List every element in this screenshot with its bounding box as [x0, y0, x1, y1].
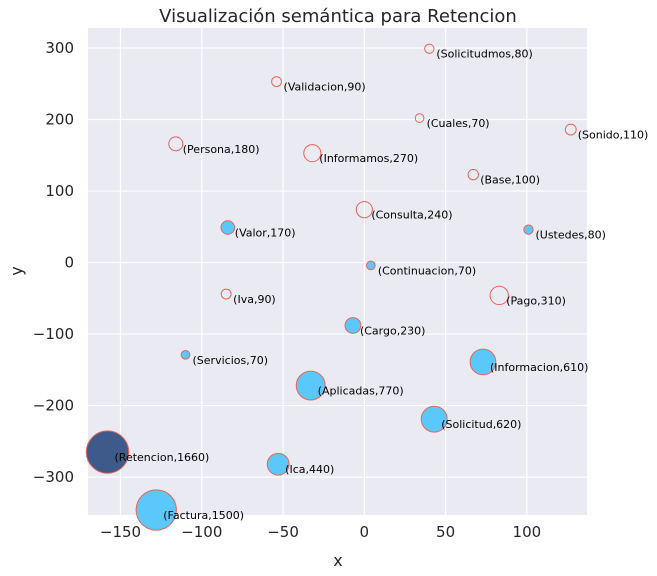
data-point-label: (Factura,1500) [163, 509, 244, 522]
data-point-label: (Informacion,610) [490, 361, 588, 374]
data-point-label: (Continuacion,70) [378, 264, 476, 277]
x-axis-label: x [333, 551, 342, 570]
y-axis-label: y [7, 266, 26, 275]
data-point [467, 168, 479, 181]
data-point [135, 489, 177, 531]
data-point-label: (Aplicadas,770) [318, 385, 404, 398]
data-point-label: (Servicios,70) [193, 354, 268, 367]
points [85, 43, 577, 531]
plot-area [88, 28, 587, 515]
y-tick-label: 0 [64, 254, 74, 272]
data-point [420, 405, 448, 433]
y-tick-label: −100 [33, 325, 74, 343]
data-point-label: (Persona,180) [183, 143, 260, 156]
data-point [523, 224, 534, 235]
data-point [295, 370, 326, 401]
data-point-label: (Consulta,240) [371, 209, 452, 222]
y-tick-label: 100 [45, 182, 74, 200]
data-point-label: (Cuales,70) [427, 117, 490, 130]
y-tick-label: −200 [33, 397, 74, 415]
data-point-label: (Validacion,90) [284, 81, 366, 94]
data-point-label: (Solicitud,620) [441, 418, 521, 431]
data-point-label: (Solicitudmos,80) [436, 48, 532, 61]
data-point-label: (Sonido,110) [578, 129, 649, 142]
x-tick-label: 50 [436, 523, 455, 541]
data-point [220, 220, 236, 235]
data-point [365, 260, 376, 271]
data-point-label: (Pago,310) [506, 294, 566, 307]
x-tick-label: −150 [100, 523, 141, 541]
y-tick-label: −300 [33, 468, 74, 486]
x-ticks: −150 −100 −50 0 50 100 [100, 523, 541, 541]
point-labels: (Solicitudmos,80) (Validacion,90) (Cuales,… [115, 48, 649, 522]
data-point [344, 317, 362, 334]
y-tick-label: 300 [45, 39, 74, 57]
data-point [85, 430, 130, 474]
data-point [220, 288, 232, 300]
grid [88, 28, 587, 515]
data-point [414, 113, 425, 123]
x-tick-label: 100 [513, 523, 542, 541]
data-point-label: (Informamos,270) [319, 152, 418, 165]
data-point-label: (Cargo,230) [360, 324, 426, 337]
data-point [469, 348, 497, 376]
x-tick-label: 0 [360, 523, 370, 541]
data-point-label: (Retencion,1660) [115, 451, 210, 464]
data-point [303, 144, 322, 163]
data-point-label: (Ica,440) [285, 463, 334, 476]
y-tick-label: 200 [45, 111, 74, 129]
data-point [180, 349, 191, 360]
data-point [271, 76, 282, 88]
x-tick-label: −100 [181, 523, 222, 541]
data-point [355, 201, 373, 219]
data-point [564, 123, 577, 136]
chart-title: Visualización semántica para Retencion [159, 6, 517, 27]
x-tick-label: −50 [267, 523, 299, 541]
y-ticks: −300 −200 −100 0 100 200 300 [33, 39, 74, 486]
data-point-label: (Iva,90) [233, 293, 276, 306]
data-point [424, 43, 435, 54]
data-point-label: (Valor,170) [235, 227, 296, 240]
data-point-label: (Ustedes,80) [535, 229, 605, 242]
data-point-label: (Base,100) [480, 174, 540, 187]
data-point [489, 285, 509, 306]
data-point [266, 452, 290, 476]
data-point [168, 136, 184, 152]
